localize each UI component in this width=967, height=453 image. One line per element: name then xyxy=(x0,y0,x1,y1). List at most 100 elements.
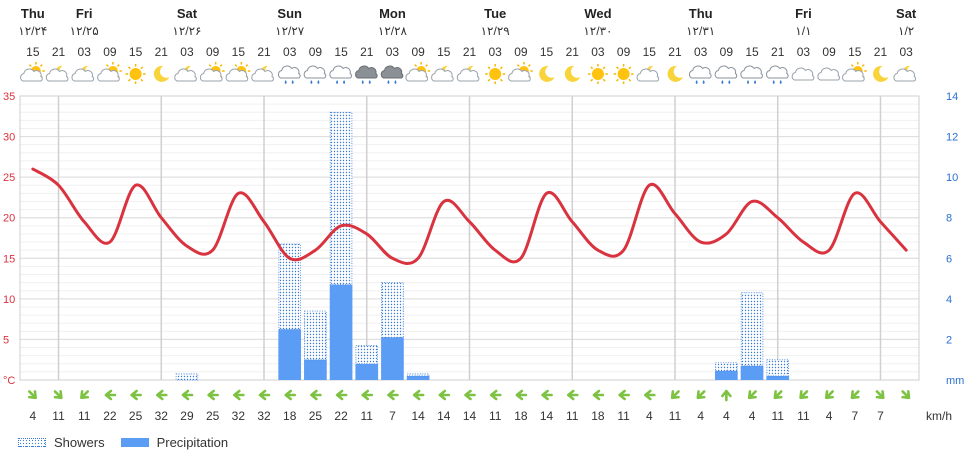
cloud-shape xyxy=(355,65,378,79)
sun-ray xyxy=(127,78,131,82)
wind-speed: 11 xyxy=(566,409,579,423)
wind-speed: 29 xyxy=(180,409,194,423)
hour-label: 03 xyxy=(78,45,92,59)
wind-speed: 4 xyxy=(749,409,756,423)
legend-label-precipitation: Precipitation xyxy=(156,434,229,450)
cloud-icon xyxy=(791,67,815,81)
rain-drop xyxy=(284,80,287,84)
wind-arrow-icon xyxy=(824,390,834,400)
wind-arrow-shape xyxy=(824,390,834,400)
sun-icon xyxy=(485,64,506,84)
wind-arrow-shape xyxy=(618,389,630,401)
cloud-shape xyxy=(714,65,738,79)
wind-speed: 14 xyxy=(437,409,451,423)
wind-arrow-shape xyxy=(387,389,399,401)
wind-speed: 11 xyxy=(797,409,810,423)
wind-speed: 14 xyxy=(411,409,425,423)
wind-unit: km/h xyxy=(926,409,952,423)
sun-ray xyxy=(628,78,632,82)
temp-tick: 15 xyxy=(3,253,15,265)
temp-tick: 5 xyxy=(3,334,9,346)
hour-label: 15 xyxy=(129,45,143,59)
hour-label: 21 xyxy=(463,45,477,59)
wind-arrow-icon xyxy=(721,389,732,402)
temperature-line xyxy=(31,167,908,266)
wind-arrow-icon xyxy=(747,390,757,400)
day-date: ۱۲/۲۵ xyxy=(70,24,99,38)
wind-arrow-icon xyxy=(875,390,885,400)
cloud-shape xyxy=(380,65,404,79)
sun-cloud-icon xyxy=(225,62,251,82)
sun-cloud-icon xyxy=(508,62,533,82)
moon-cloud-icon xyxy=(71,65,95,82)
rain-dark-icon xyxy=(355,65,378,84)
sun-cloud-icon xyxy=(405,62,431,82)
wind-arrow-icon xyxy=(592,389,605,401)
temp-tick: 35 xyxy=(3,91,15,103)
sun-ray xyxy=(140,66,144,70)
moon-icon xyxy=(564,65,581,82)
hour-label: 03 xyxy=(386,45,400,59)
cloud-shape xyxy=(251,68,274,82)
moon-shape xyxy=(539,65,555,82)
sun-icon xyxy=(125,64,146,84)
hour-label: 15 xyxy=(334,45,348,59)
sun-ray xyxy=(628,66,632,70)
sun-ray xyxy=(499,78,503,82)
wind-arrow-icon xyxy=(773,390,783,400)
day-name: Thu xyxy=(21,6,45,21)
wind-arrow-shape xyxy=(361,389,374,401)
rain-drop xyxy=(754,80,757,84)
wind-speed: 18 xyxy=(514,409,528,423)
moon-icon xyxy=(667,65,683,82)
cloud-shape xyxy=(740,65,763,79)
wind-arrow-shape xyxy=(207,389,219,401)
rain-drop xyxy=(721,80,724,84)
hour-label: 03 xyxy=(694,45,708,59)
precip-tick: 2 xyxy=(946,334,952,346)
rain-drop xyxy=(336,80,339,84)
cloud-shape xyxy=(817,67,840,81)
wind-speed: 11 xyxy=(771,409,784,423)
legend: Showers Precipitation xyxy=(18,432,244,452)
wind-arrow-icon xyxy=(643,389,656,401)
wind-arrow-shape xyxy=(412,389,425,401)
cloud-shape xyxy=(842,68,865,82)
legend-item-showers[interactable]: Showers xyxy=(18,435,105,450)
showers-bar xyxy=(381,282,404,338)
day-name: Thu xyxy=(689,6,713,21)
sun-cloud-icon xyxy=(20,62,45,82)
hour-label: 09 xyxy=(309,45,323,59)
day-date: ۱۲/۲۹ xyxy=(481,24,510,38)
wind-arrow-shape xyxy=(566,389,579,401)
sun-cloud-icon xyxy=(97,62,122,82)
wind-arrow-shape xyxy=(130,389,142,401)
sun-ray xyxy=(245,64,249,67)
wind-speed: 25 xyxy=(129,409,143,423)
rain-cloud-icon xyxy=(688,65,712,84)
wind-arrow-icon xyxy=(28,390,37,400)
cloud-shape xyxy=(225,68,249,82)
hour-label: 21 xyxy=(771,45,785,59)
hour-label: 09 xyxy=(720,45,734,59)
hour-labels: 15 21 03 09 15 21 03 09 15 21 03 09 15 21 03 09 15 21 03 09… xyxy=(26,45,913,59)
wind-speed: 11 xyxy=(52,409,65,423)
wind-arrow-shape xyxy=(489,389,502,401)
wind-speed: 11 xyxy=(489,409,502,423)
wind-arrow-icon xyxy=(438,389,451,401)
grid xyxy=(19,95,920,381)
sun-ray xyxy=(850,64,854,67)
showers-bar xyxy=(278,243,301,330)
rain-cloud-icon xyxy=(714,65,738,84)
hour-label: 09 xyxy=(206,45,220,59)
precip-tick: 14 xyxy=(946,91,958,103)
precip-tick: 6 xyxy=(946,253,952,265)
day-date: ۱/۱ xyxy=(795,24,811,38)
legend-item-precipitation[interactable]: Precipitation xyxy=(120,434,229,450)
hour-label: 09 xyxy=(822,45,836,59)
cloud-shape xyxy=(431,68,454,82)
precip-tick: 12 xyxy=(946,132,958,144)
wind-arrow-shape xyxy=(28,390,37,400)
wind-arrow-icon xyxy=(310,389,322,401)
showers-bar xyxy=(355,345,378,365)
